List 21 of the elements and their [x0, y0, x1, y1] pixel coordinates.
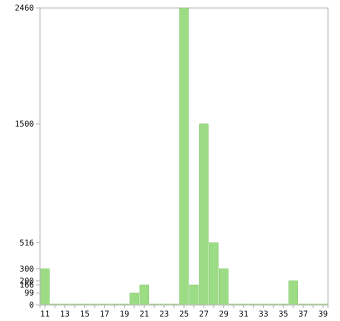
- x-tick-label: 11: [40, 310, 50, 319]
- x-tick-label: 35: [278, 310, 288, 319]
- x-tick-label: 33: [258, 310, 268, 319]
- y-tick-label: 300: [20, 264, 34, 274]
- y-tick-label: 2460: [14, 4, 34, 13]
- x-tick-label: 19: [120, 310, 130, 319]
- x-tick-label: 15: [80, 310, 90, 319]
- y-tick-label: 1500: [14, 119, 34, 128]
- x-tick-label: 23: [159, 310, 170, 319]
- y-tick-label: 0: [29, 300, 34, 310]
- x-tick-label: 31: [238, 310, 249, 319]
- x-tick-label: 37: [298, 310, 308, 319]
- x-tick-label: 13: [60, 310, 70, 319]
- y-tick-label: 516: [20, 238, 34, 248]
- y-tick-label: 99: [24, 288, 34, 298]
- x-tick-label: 39: [318, 310, 328, 319]
- x-tick-label: 29: [218, 310, 229, 319]
- x-tick-label: 17: [100, 310, 110, 319]
- x-tick-label: 27: [199, 310, 209, 319]
- x-tick-label: 21: [139, 310, 150, 319]
- x-tick-label: 25: [179, 310, 189, 319]
